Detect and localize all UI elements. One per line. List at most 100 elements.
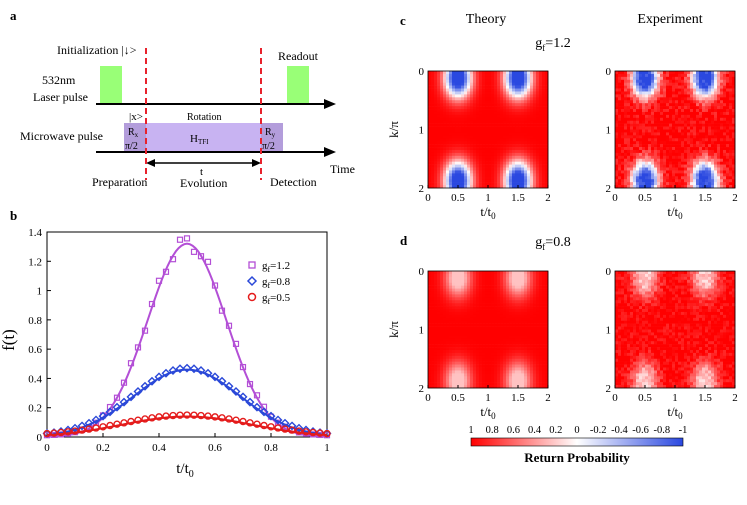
heatmap-cell [473, 182, 477, 186]
heatmap-cell [437, 161, 441, 165]
heatmap-cell [518, 376, 522, 380]
heatmap-cell [488, 352, 492, 357]
heatmap-cell [627, 103, 631, 107]
heatmap-cell [624, 167, 628, 171]
heatmap-cell [666, 170, 670, 174]
heatmap-cell [660, 167, 664, 171]
heatmap-cell [729, 97, 733, 101]
heatmap-cell [708, 106, 712, 110]
heatmap-cell [621, 141, 625, 145]
heatmap-cell [639, 103, 643, 107]
heatmap-cell [702, 164, 706, 168]
heatmap-cell [699, 79, 703, 83]
heatmap-cell [431, 303, 435, 307]
heatmap-cell [440, 152, 444, 157]
heatmap-cell [467, 370, 471, 374]
heatmap-cell [690, 147, 694, 151]
heatmap-cell [690, 123, 694, 127]
heatmap-cell [539, 97, 543, 101]
heatmap-cell [687, 173, 691, 177]
heatmap-cell [512, 73, 516, 78]
heatmap-cell [431, 349, 435, 354]
heatmap-cell [506, 358, 510, 362]
heatmap-cell [660, 111, 664, 116]
heatmap-cell [440, 358, 444, 362]
heatmap-cell [693, 109, 697, 113]
heatmap-cell [711, 106, 715, 110]
heatmap-cell [500, 379, 504, 383]
heatmap-cell [467, 361, 471, 365]
heatmap-cell [690, 120, 694, 124]
heatmap-cell [627, 97, 631, 101]
data-point-circle [246, 419, 254, 427]
heatmap-cell [431, 132, 435, 136]
heatmap-cell [542, 120, 546, 124]
heatmap-cell [512, 103, 516, 107]
heatmap-cell [669, 141, 673, 145]
heatmap-cell [503, 85, 507, 89]
heatmap-cell [494, 376, 498, 380]
heatmap-cell [437, 364, 441, 368]
heatmap-cell [696, 106, 700, 110]
heatmap-cell [687, 152, 691, 157]
heatmap-cell [497, 379, 501, 383]
heatmap-cell [488, 94, 492, 98]
heatmap-cell [636, 167, 640, 171]
heatmap-cell [542, 306, 546, 310]
heatmap-cell [440, 76, 444, 81]
heatmap-cell [440, 144, 444, 148]
heatmap-cell [714, 82, 718, 86]
heatmap-cell [533, 291, 537, 295]
heatmap-cell [506, 323, 510, 327]
heatmap-cell [467, 129, 471, 133]
heatmap-cell [530, 314, 534, 319]
heatmap-cell [500, 135, 504, 139]
heatmap-cell [479, 88, 483, 92]
heatmap-cell [521, 349, 525, 354]
heatmap-cell [506, 132, 510, 136]
data-point-square [211, 282, 219, 289]
heatmap-cell [488, 332, 492, 336]
heatmap-cell [512, 138, 516, 142]
heatmap-cell [669, 106, 673, 110]
ry-symbol: Ry [265, 127, 276, 139]
heatmap-cell [473, 85, 477, 89]
heatmap-cell [434, 132, 438, 136]
heatmap-cell [627, 138, 631, 142]
heatmap-cell [524, 149, 528, 154]
heatmap-cell [479, 288, 483, 292]
heatmap-cell [443, 173, 447, 177]
heatmap-cell [476, 341, 480, 345]
heatmap-cell [434, 173, 438, 177]
heatmap-cell [657, 82, 661, 86]
heatmap-cell [687, 100, 691, 104]
heatmap-cell [702, 85, 706, 89]
heatmap-cell [527, 294, 531, 298]
heatmap-cell [500, 79, 504, 83]
heatmap-cell [461, 303, 465, 307]
heatmap-cell [491, 282, 495, 286]
heatmap-cell [669, 123, 673, 127]
heatmap-cell [536, 376, 540, 380]
heatmap-cell [645, 120, 649, 124]
heatmap-cell [461, 273, 465, 278]
heatmap-cell [527, 147, 531, 151]
heatmap-cell [524, 114, 528, 119]
heatmap-cell [536, 294, 540, 298]
heatmap-cell [449, 129, 453, 133]
heatmap-cell [518, 364, 522, 368]
heatmap-cell [723, 85, 727, 89]
heatmap-cell [633, 152, 637, 157]
heatmap-cell [657, 117, 661, 122]
heatmap-cell [461, 88, 465, 92]
heatmap-cell [428, 88, 432, 92]
heatmap-cell [690, 149, 694, 154]
heatmap-cell [633, 173, 637, 177]
heatmap-cell [536, 85, 540, 89]
heatmap-cell [452, 73, 456, 78]
heatmap-cell [533, 106, 537, 110]
heatmap-cell [491, 382, 495, 386]
heatmap-cell [509, 167, 513, 171]
heatmap-cell [470, 379, 474, 383]
heatmap-cell [521, 182, 525, 186]
